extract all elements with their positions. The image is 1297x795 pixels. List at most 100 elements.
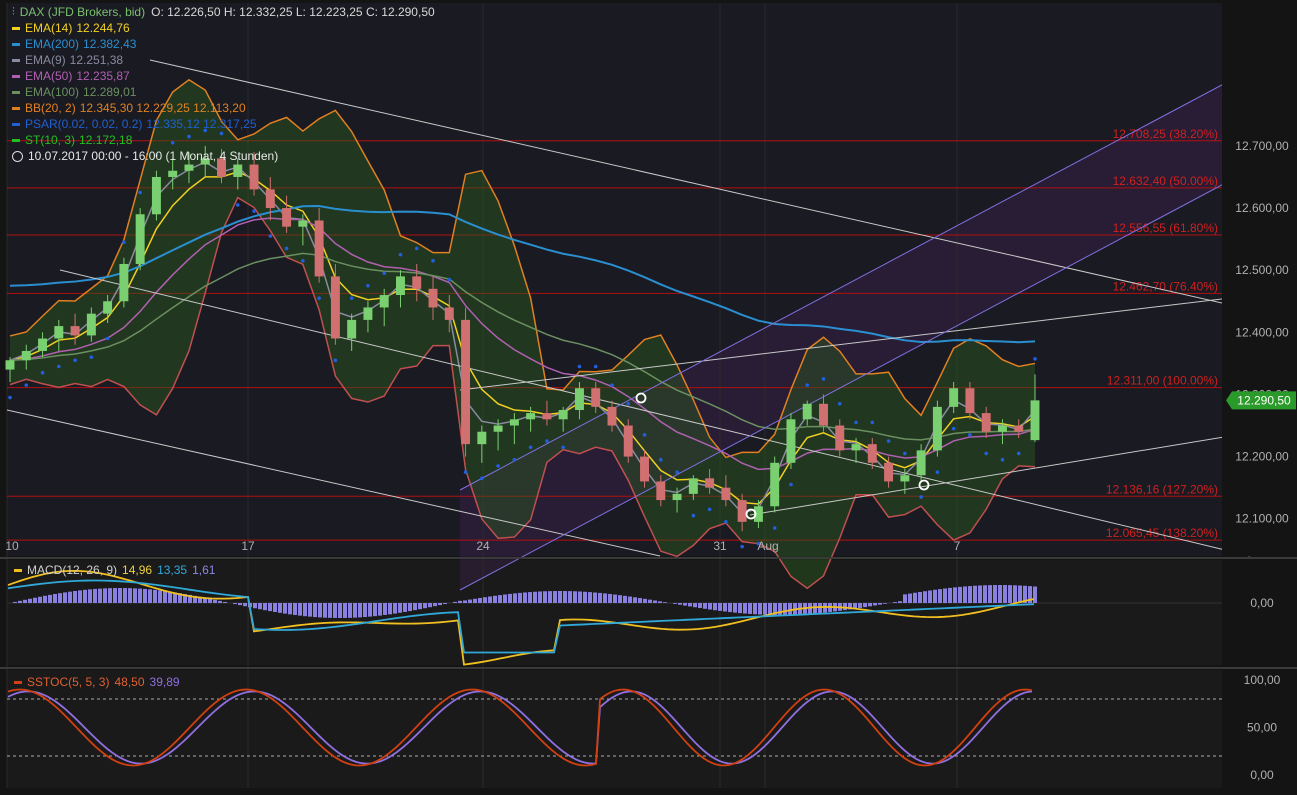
macd-histogram-bar [563,591,567,603]
macd-histogram-bar [398,603,402,613]
psar-dot [8,395,12,400]
macd-histogram-bar [738,603,742,614]
psar-dot [854,420,858,425]
psar-dot [772,526,777,530]
indicator-row[interactable]: PSAR(0.02, 0.02, 0.2) 12.335,12 12.317,25 [12,116,435,132]
macd-histogram-bar [768,603,772,615]
price-axis-tick: 12.500,00 [1235,263,1289,277]
candle-body [233,164,243,177]
macd-histogram-bar [733,603,737,613]
candle-body [314,220,324,277]
macd-histogram-bar [403,603,407,612]
pivot-marker [745,508,757,520]
psar-dot [724,520,728,524]
psar-dot [1000,457,1005,462]
macd-histogram-bar [483,597,487,603]
macd-histogram-bar [523,592,527,603]
indicator-swatch [12,106,20,110]
macd-histogram-bar [308,603,312,617]
indicator-row[interactable]: EMA(9) 12.251,38 [12,52,435,68]
macd-histogram-bar [313,603,317,618]
macd-histogram-bar [143,588,147,603]
indicator-row[interactable]: ST(10, 3) 12.172,18 [12,132,435,148]
indicator-name: BB(20, 2) [25,101,76,115]
macd-histogram-bar [488,596,492,603]
macd-histogram-bar [303,603,307,617]
psar-dot [73,358,77,363]
indicator-row[interactable]: BB(20, 2) 12.345,30 12.229,25 12.113,20 [12,100,435,116]
macd-histogram-bar [943,588,947,603]
candle-body [217,158,226,177]
macd-histogram-bar [268,603,272,612]
macd-histogram-bar [848,603,852,610]
macd-histogram-bar [893,602,897,603]
macd-histogram-bar [343,603,347,618]
macd-signal-line [7,579,1035,654]
fib-level-label: 12.462,70 (76.40%) [1113,279,1218,293]
macd-line [7,569,1035,666]
candle-body [640,456,649,482]
macd-histogram-bar [898,601,902,603]
psar-dot [756,541,761,546]
psar-dot [903,451,907,456]
candle-body [965,388,975,414]
indicator-name: EMA(14) [25,21,73,35]
macd-histogram-bar [713,603,717,611]
psar-dot [528,445,533,450]
macd-histogram-bar [168,591,172,603]
psar-dot [170,141,175,145]
indicator-values: 12.251,38 [69,53,124,67]
candle-body [265,189,275,209]
candle-body [379,295,389,308]
candle-body [705,478,715,488]
psar-dot [382,271,387,276]
sstoc-axis-tick: 50,00 [1247,721,1277,735]
macd-histogram-bar [763,603,767,615]
channel-upper-line [459,44,1297,491]
candle-body [753,506,763,522]
macd-histogram-bar [463,600,467,603]
macd-histogram-bar [443,603,447,605]
macd-histogram-bar [693,603,697,608]
macd-histogram-bar [978,585,982,603]
macd-histogram-bar [28,598,32,603]
macd-histogram-bar [348,603,352,618]
macd-histogram-bar [38,596,42,603]
macd-histogram-bar [508,593,512,603]
psar-dot [675,470,679,474]
macd-histogram-bar [598,592,602,603]
macd-histogram-bar [78,590,82,603]
candle-body [916,450,926,476]
indicator-row[interactable]: EMA(14) 12.244,76 [12,20,435,36]
macd-histogram-bar [173,592,177,603]
macd-histogram-bar [413,603,417,611]
macd-histogram-bar [253,603,257,609]
trend-line [459,289,1297,391]
macd-histogram-bar [1013,585,1017,603]
candle-body [591,388,601,407]
indicator-row[interactable]: EMA(100) 12.289,01 [12,84,435,100]
macd-histogram-bar [928,590,932,603]
fib-level-label: 12.065,45 (138.20%) [1106,526,1218,540]
psar-dot [593,364,598,369]
macd-histogram-bar [178,593,182,603]
trend-line [59,269,1251,557]
macd-histogram-bar [608,593,612,603]
candle-body [249,164,259,190]
macd-histogram-bar [628,596,632,603]
indicator-row[interactable]: EMA(200) 12.382,43 [12,36,435,52]
candle-body [932,406,942,451]
candle-body [884,462,894,482]
bollinger-lower [9,196,1036,590]
indicator-row[interactable]: EMA(50) 12.235,87 [12,68,435,84]
trend-line [149,59,1297,321]
macd-histogram-bar [318,603,322,618]
macd-histogram-bar [88,589,92,603]
macd-histogram-bar [423,603,427,609]
macd-histogram-bar [658,601,662,603]
macd-histogram-bar [633,597,637,603]
macd-histogram-bar [418,603,422,610]
psar-dot [333,358,338,363]
macd-histogram-bar [283,603,287,614]
